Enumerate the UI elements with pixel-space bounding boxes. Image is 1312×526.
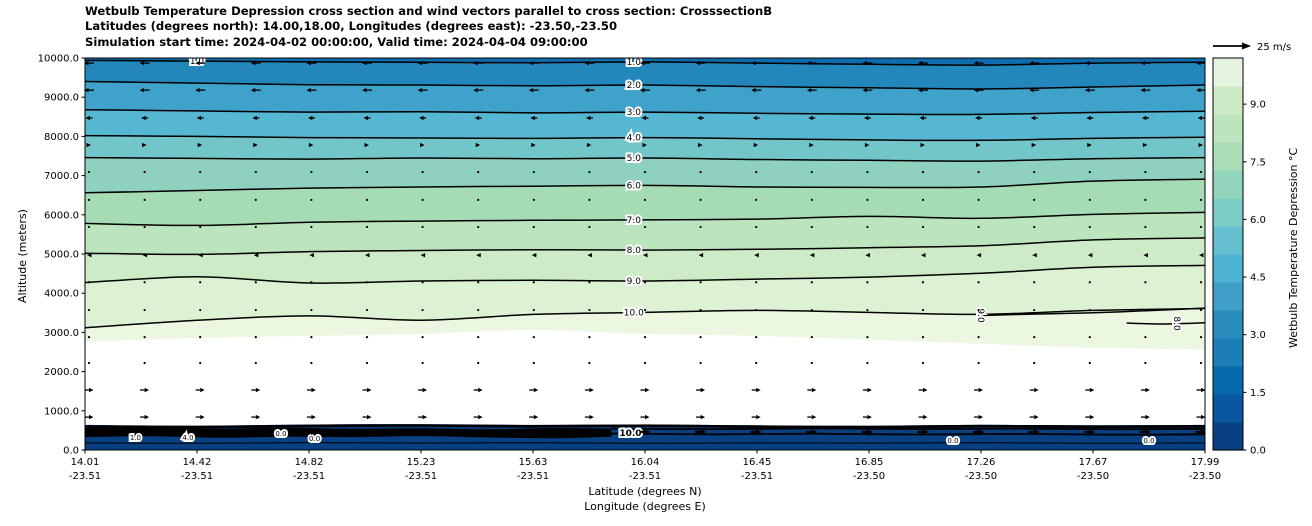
- contour-label: 10.0: [619, 429, 641, 439]
- x-tick-label-lon: -23.51: [293, 471, 325, 482]
- colorbar-label: Wetbulb Temperature Depression °C: [1287, 147, 1300, 348]
- y-tick-label: 0.0: [63, 446, 79, 457]
- contour-label: 1.0: [627, 58, 642, 68]
- x-tick-label-lon: -23.51: [629, 471, 661, 482]
- x-tick-label-lon: -23.51: [405, 471, 437, 482]
- surface-moist-layer: [85, 424, 1205, 450]
- colorbar: 0.0 1.5 3.0 4.5 6.0 7.5 9.0: [1212, 57, 1266, 457]
- contour-label: 4.0: [182, 434, 193, 442]
- x-tick-label-lon: -23.51: [69, 471, 101, 482]
- contour-label: 2.0: [627, 81, 642, 91]
- title-line-1: Wetbulb Temperature Depression cross sec…: [85, 4, 773, 18]
- x-tick-label-lat: 15.63: [519, 457, 548, 468]
- contour-label: 0.0: [947, 437, 958, 445]
- contour-label: 9.0: [975, 308, 985, 323]
- contour-fill-bands: [85, 58, 1205, 350]
- reference-arrow-head: [1242, 42, 1251, 50]
- contour-label: 1.0: [130, 434, 141, 442]
- x-tick-label-lon: -23.51: [517, 471, 549, 482]
- title-line-2: Latitudes (degrees north): 14.00,18.00, …: [85, 19, 618, 34]
- x-tick-label-lon: -23.51: [741, 471, 773, 482]
- colorbar-tick-label: 6.0: [1250, 215, 1266, 226]
- contour-label: 1.0: [190, 57, 205, 67]
- y-axis-label: Altitude (meters): [16, 209, 29, 303]
- wind-reference-arrow: 25 m/s: [1213, 42, 1291, 53]
- x-tick-label-lon: -23.50: [853, 471, 885, 482]
- x-tick-label-lat: 15.23: [407, 457, 436, 468]
- x-axis-label: Latitude (degrees N) Longitude (degrees …: [85, 485, 1205, 514]
- y-tick-label: 2000.0: [44, 367, 79, 378]
- x-tick-label-lat: 17.99: [1191, 457, 1220, 468]
- y-tick-label: 6000.0: [44, 210, 79, 221]
- x-tick-label-lat: 16.85: [855, 457, 884, 468]
- contour-label: 5.0: [627, 154, 642, 164]
- x-axis: 14.01 -23.51 14.42 -23.51 14.82 -23.51 15.23 -2…: [69, 450, 1221, 482]
- colorbar-tick-label: 7.5: [1250, 157, 1266, 168]
- contour-label: 0.0: [309, 435, 320, 443]
- x-tick-label-lat: 17.26: [967, 457, 996, 468]
- y-tick-label: 4000.0: [44, 289, 79, 300]
- x-tick-label-lon: -23.50: [1189, 471, 1221, 482]
- y-tick-label: 9000.0: [44, 93, 79, 104]
- contour-lines: [85, 59, 1205, 329]
- wind-reference-label: 25 m/s: [1257, 42, 1291, 53]
- colorbar-tick-label: 0.0: [1250, 446, 1266, 457]
- wind-vectors: [85, 60, 1205, 435]
- x-tick-label-lat: 16.45: [743, 457, 772, 468]
- contour-label: 8.0: [627, 246, 642, 256]
- contour-label: 10.0: [624, 309, 644, 319]
- contour-labels: 1.0 1.0 2.0 3.0 4.0 5.0 6.0 7.0 8.0 9.0 10.0 9.0 8.0…: [128, 55, 1183, 447]
- x-tick-label-lat: 17.67: [1079, 457, 1108, 468]
- x-axis-label-longitude: Longitude (degrees E): [584, 499, 706, 513]
- figure-title: Wetbulb Temperature Depression cross sec…: [85, 4, 772, 50]
- x-tick-label-lat: 14.82: [295, 457, 324, 468]
- x-tick-label-lat: 14.42: [183, 457, 212, 468]
- contour-label: 3.0: [627, 108, 642, 118]
- contour-label: 8.0: [1171, 316, 1181, 331]
- y-tick-label: 1000.0: [44, 406, 79, 417]
- colorbar-tick-label: 1.5: [1250, 388, 1266, 399]
- contour-label: 9.0: [627, 277, 642, 287]
- contour-label: 0.0: [275, 430, 286, 438]
- y-tick-label: 3000.0: [44, 328, 79, 339]
- title-line-3: Simulation start time: 2024-04-02 00:00:…: [85, 34, 588, 49]
- contour-label: 0.0: [1143, 437, 1154, 445]
- x-tick-label-lat: 16.04: [631, 457, 660, 468]
- y-tick-label: 10000.0: [38, 54, 79, 65]
- contour-label: 7.0: [627, 216, 642, 226]
- x-tick-label-lon: -23.50: [965, 471, 997, 482]
- x-tick-label-lat: 14.01: [71, 457, 100, 468]
- colorbar-tick-label: 9.0: [1250, 100, 1266, 111]
- contour-label: 6.0: [627, 181, 642, 191]
- contour-label: 4.0: [627, 134, 642, 144]
- x-axis-label-latitude: Latitude (degrees N): [588, 485, 702, 498]
- y-tick-label: 7000.0: [44, 171, 79, 182]
- x-tick-label-lon: -23.50: [1077, 471, 1109, 482]
- x-tick-label-lon: -23.51: [181, 471, 213, 482]
- colorbar-tick-label: 4.5: [1250, 273, 1266, 284]
- y-axis: 0.0 1000.0 2000.0 3000.0 4000.0 5000.0 6000.0 7…: [38, 54, 85, 457]
- y-tick-label: 8000.0: [44, 132, 79, 143]
- colorbar-tick-label: 3.0: [1250, 330, 1266, 341]
- y-tick-label: 5000.0: [44, 250, 79, 261]
